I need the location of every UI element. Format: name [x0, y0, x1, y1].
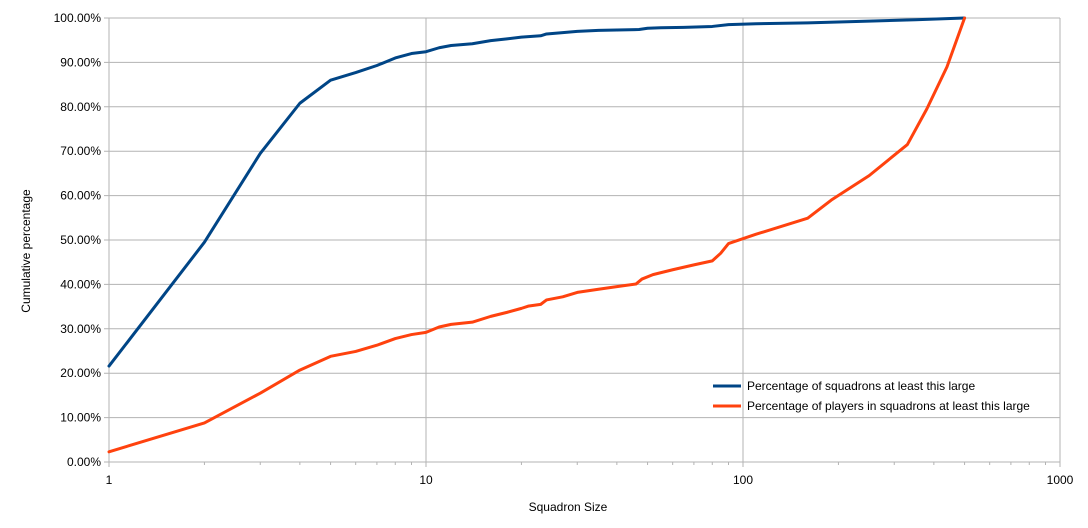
y-tick-label: 80.00% — [60, 100, 101, 114]
y-tick-label: 30.00% — [60, 322, 101, 336]
legend: Percentage of squadrons at least this la… — [713, 379, 1030, 413]
y-tick-label: 50.00% — [60, 233, 101, 247]
y-tick-label: 0.00% — [67, 455, 101, 469]
x-tick-label: 100 — [733, 473, 753, 487]
series-line-1 — [107, 16, 967, 368]
grid-lines — [104, 17, 1061, 467]
y-tick-label: 60.00% — [60, 189, 101, 203]
y-tick-label: 10.00% — [60, 411, 101, 425]
y-tick-label: 70.00% — [60, 144, 101, 158]
y-axis: 0.00% 10.00% 20.00% 30.00% 40.00% 50.00% 60.00… — [54, 11, 102, 469]
x-tick-label: 1 — [106, 473, 113, 487]
y-tick-label: 90.00% — [60, 55, 101, 69]
x-axis-title: Squadron Size — [529, 500, 608, 514]
x-tick-label: 1000 — [1047, 473, 1074, 487]
x-tick-label: 10 — [419, 473, 433, 487]
y-tick-label: 40.00% — [60, 277, 101, 291]
x-axis: 1 10 100 1000 — [106, 473, 1074, 487]
y-axis-title: Cumulative percentage — [19, 189, 33, 313]
series-line-2 — [107, 16, 967, 454]
y-tick-label: 100.00% — [54, 11, 102, 25]
plot-area — [107, 16, 967, 454]
legend-label-2: Percentage of players in squadrons at le… — [747, 399, 1030, 413]
legend-label-1: Percentage of squadrons at least this la… — [747, 379, 975, 393]
y-tick-label: 20.00% — [60, 366, 101, 380]
